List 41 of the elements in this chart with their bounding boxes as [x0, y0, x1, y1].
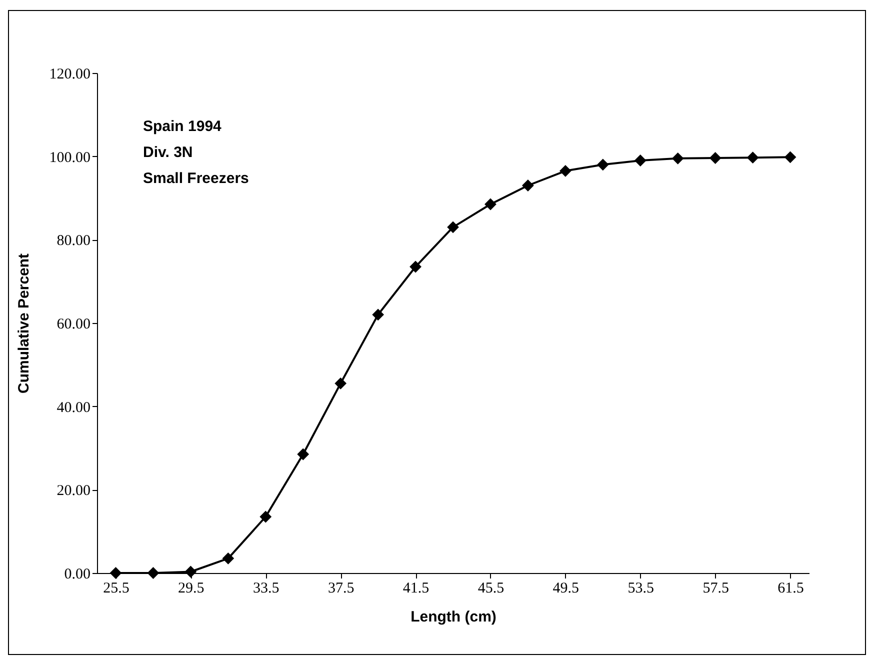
annotation: Div. 3N: [143, 144, 193, 161]
x-tick-label: 37.5: [328, 580, 354, 596]
x-axis-title: Length (cm): [410, 608, 496, 626]
point: [260, 511, 272, 522]
y-tick-label: 40.00: [56, 400, 90, 416]
y-tick-label: 80.00: [56, 233, 90, 250]
x-tick-label: 29.5: [178, 580, 204, 596]
point: [597, 158, 609, 170]
y-tick-label: 60.00: [56, 316, 90, 332]
point: [522, 180, 534, 192]
x-tick-label: 57.5: [702, 580, 729, 596]
y-tick-label: 100.00: [49, 150, 90, 166]
point: [784, 151, 796, 163]
point: [747, 152, 759, 164]
point: [560, 165, 572, 177]
x-tick-label: 45.5: [478, 580, 504, 596]
point: [297, 448, 309, 460]
point: [222, 552, 234, 564]
y-tick-label: 120.00: [49, 66, 90, 82]
point: [710, 152, 722, 164]
y-tick-label: 0.00: [64, 566, 90, 582]
point: [410, 261, 422, 272]
point: [334, 378, 346, 390]
annotation: Spain 1994: [143, 118, 222, 135]
y-axis-title: Cumulative Percent: [15, 253, 32, 394]
point: [372, 308, 384, 320]
point: [447, 221, 459, 233]
point: [184, 566, 196, 578]
y-tick-label: 20.00: [56, 483, 90, 500]
x-tick-label: 25.5: [103, 580, 130, 596]
x-tick-label: 53.5: [628, 580, 654, 596]
x-tick-label: 61.5: [778, 580, 804, 596]
point: [634, 154, 646, 166]
point: [484, 198, 496, 210]
x-tick-label: 49.5: [552, 580, 580, 596]
x-tick-label: 33.5: [253, 580, 280, 596]
point: [672, 152, 684, 164]
point: [147, 567, 159, 579]
x-tick-label: 41.5: [402, 580, 430, 596]
annotation: Small Freezers: [143, 170, 249, 187]
point: [110, 567, 122, 579]
